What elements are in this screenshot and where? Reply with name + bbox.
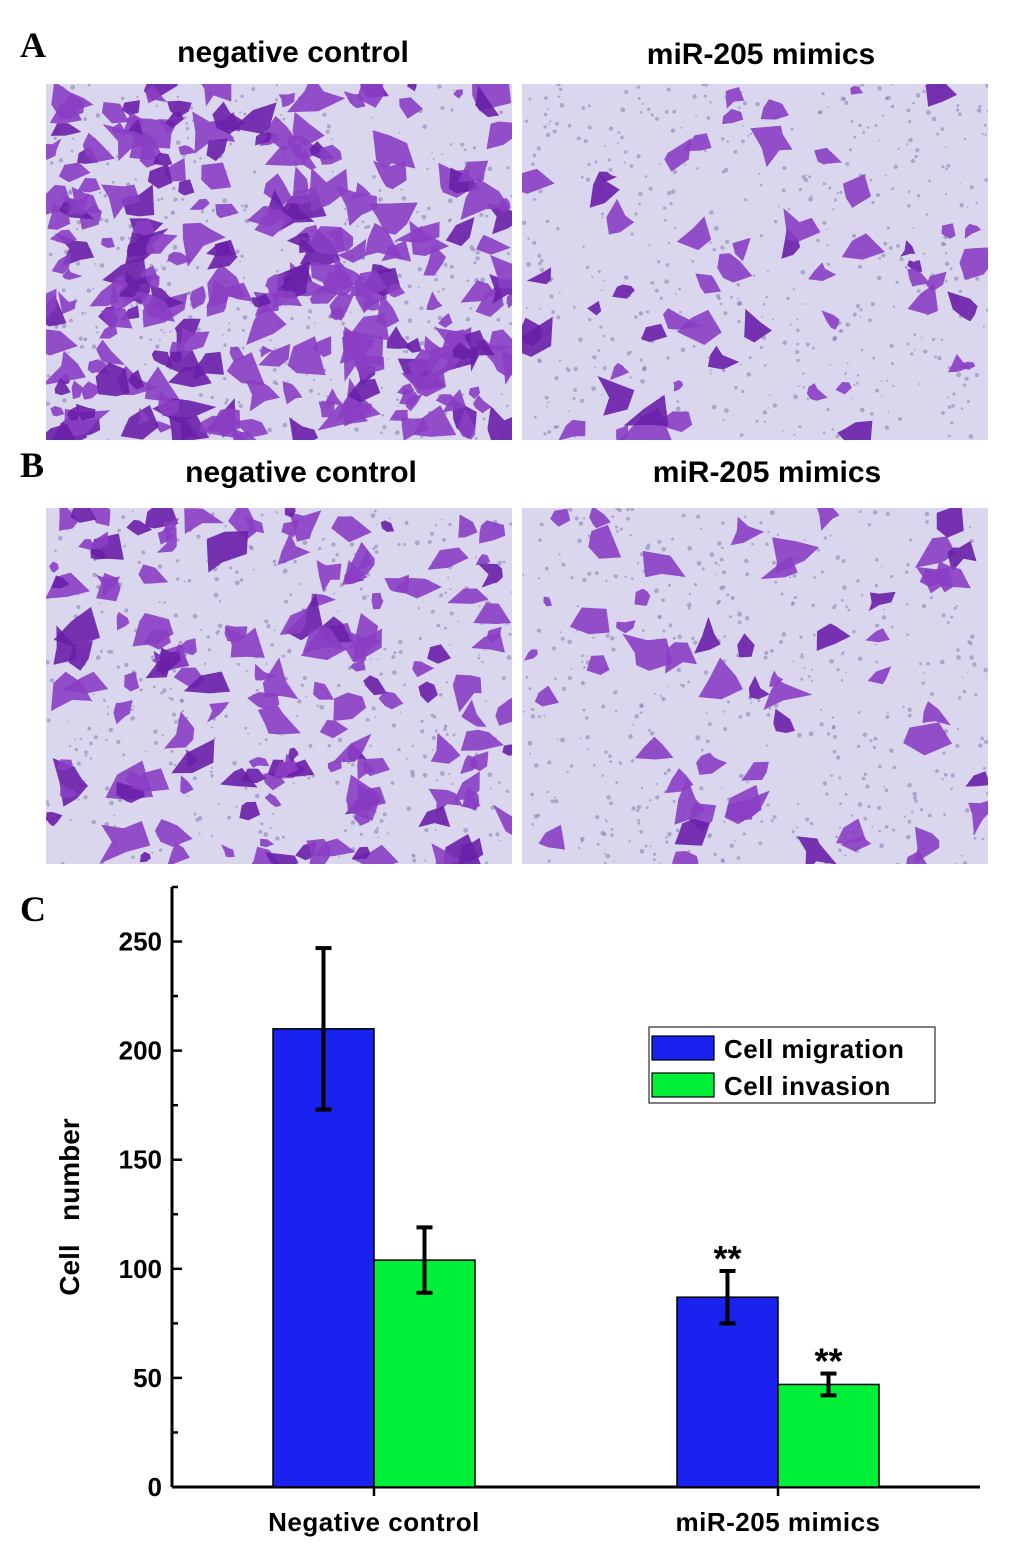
panel-a-right-title: miR-205 mimics xyxy=(646,38,876,71)
panel-b-left-title: negative control xyxy=(185,456,417,489)
bar xyxy=(676,1296,779,1488)
y-tick-label: 100 xyxy=(119,1254,162,1284)
y-axis-label: Cell number xyxy=(54,1118,85,1295)
y-tick-label: 200 xyxy=(119,1036,162,1066)
panel-label-a: A xyxy=(20,25,46,65)
x-tick-label: Negative control xyxy=(268,1507,480,1537)
y-tick-label: 0 xyxy=(148,1472,162,1502)
y-tick-label: 50 xyxy=(133,1363,162,1393)
panel-b-right-title: miR-205 mimics xyxy=(652,456,882,489)
legend-swatch xyxy=(651,1035,715,1061)
x-tick-label: miR-205 mimics xyxy=(676,1507,881,1537)
micrograph-a-negative-control xyxy=(46,84,512,440)
micrograph-a-mir205-mimics xyxy=(522,84,988,440)
legend: Cell migration Cell invasion xyxy=(648,1026,936,1104)
panel-a-left-title: negative control xyxy=(177,36,409,69)
micrograph-b-mir205-mimics xyxy=(522,508,988,864)
panel-label-b: B xyxy=(20,445,45,485)
micrograph-b-negative-control xyxy=(46,508,512,864)
bar-chart: 0 50 100 150 200 250 Negative control miR-205 m… xyxy=(54,885,980,1537)
legend-label: Cell migration xyxy=(724,1034,904,1064)
bar xyxy=(373,1259,476,1488)
significance-label: ** xyxy=(814,1341,842,1382)
bar xyxy=(777,1383,880,1488)
significance-label: ** xyxy=(713,1238,741,1279)
panel-label-c: C xyxy=(20,889,46,929)
legend-label: Cell invasion xyxy=(724,1071,891,1101)
legend-swatch xyxy=(651,1072,715,1098)
y-tick-label: 250 xyxy=(119,927,162,957)
y-tick-label: 150 xyxy=(119,1145,162,1175)
